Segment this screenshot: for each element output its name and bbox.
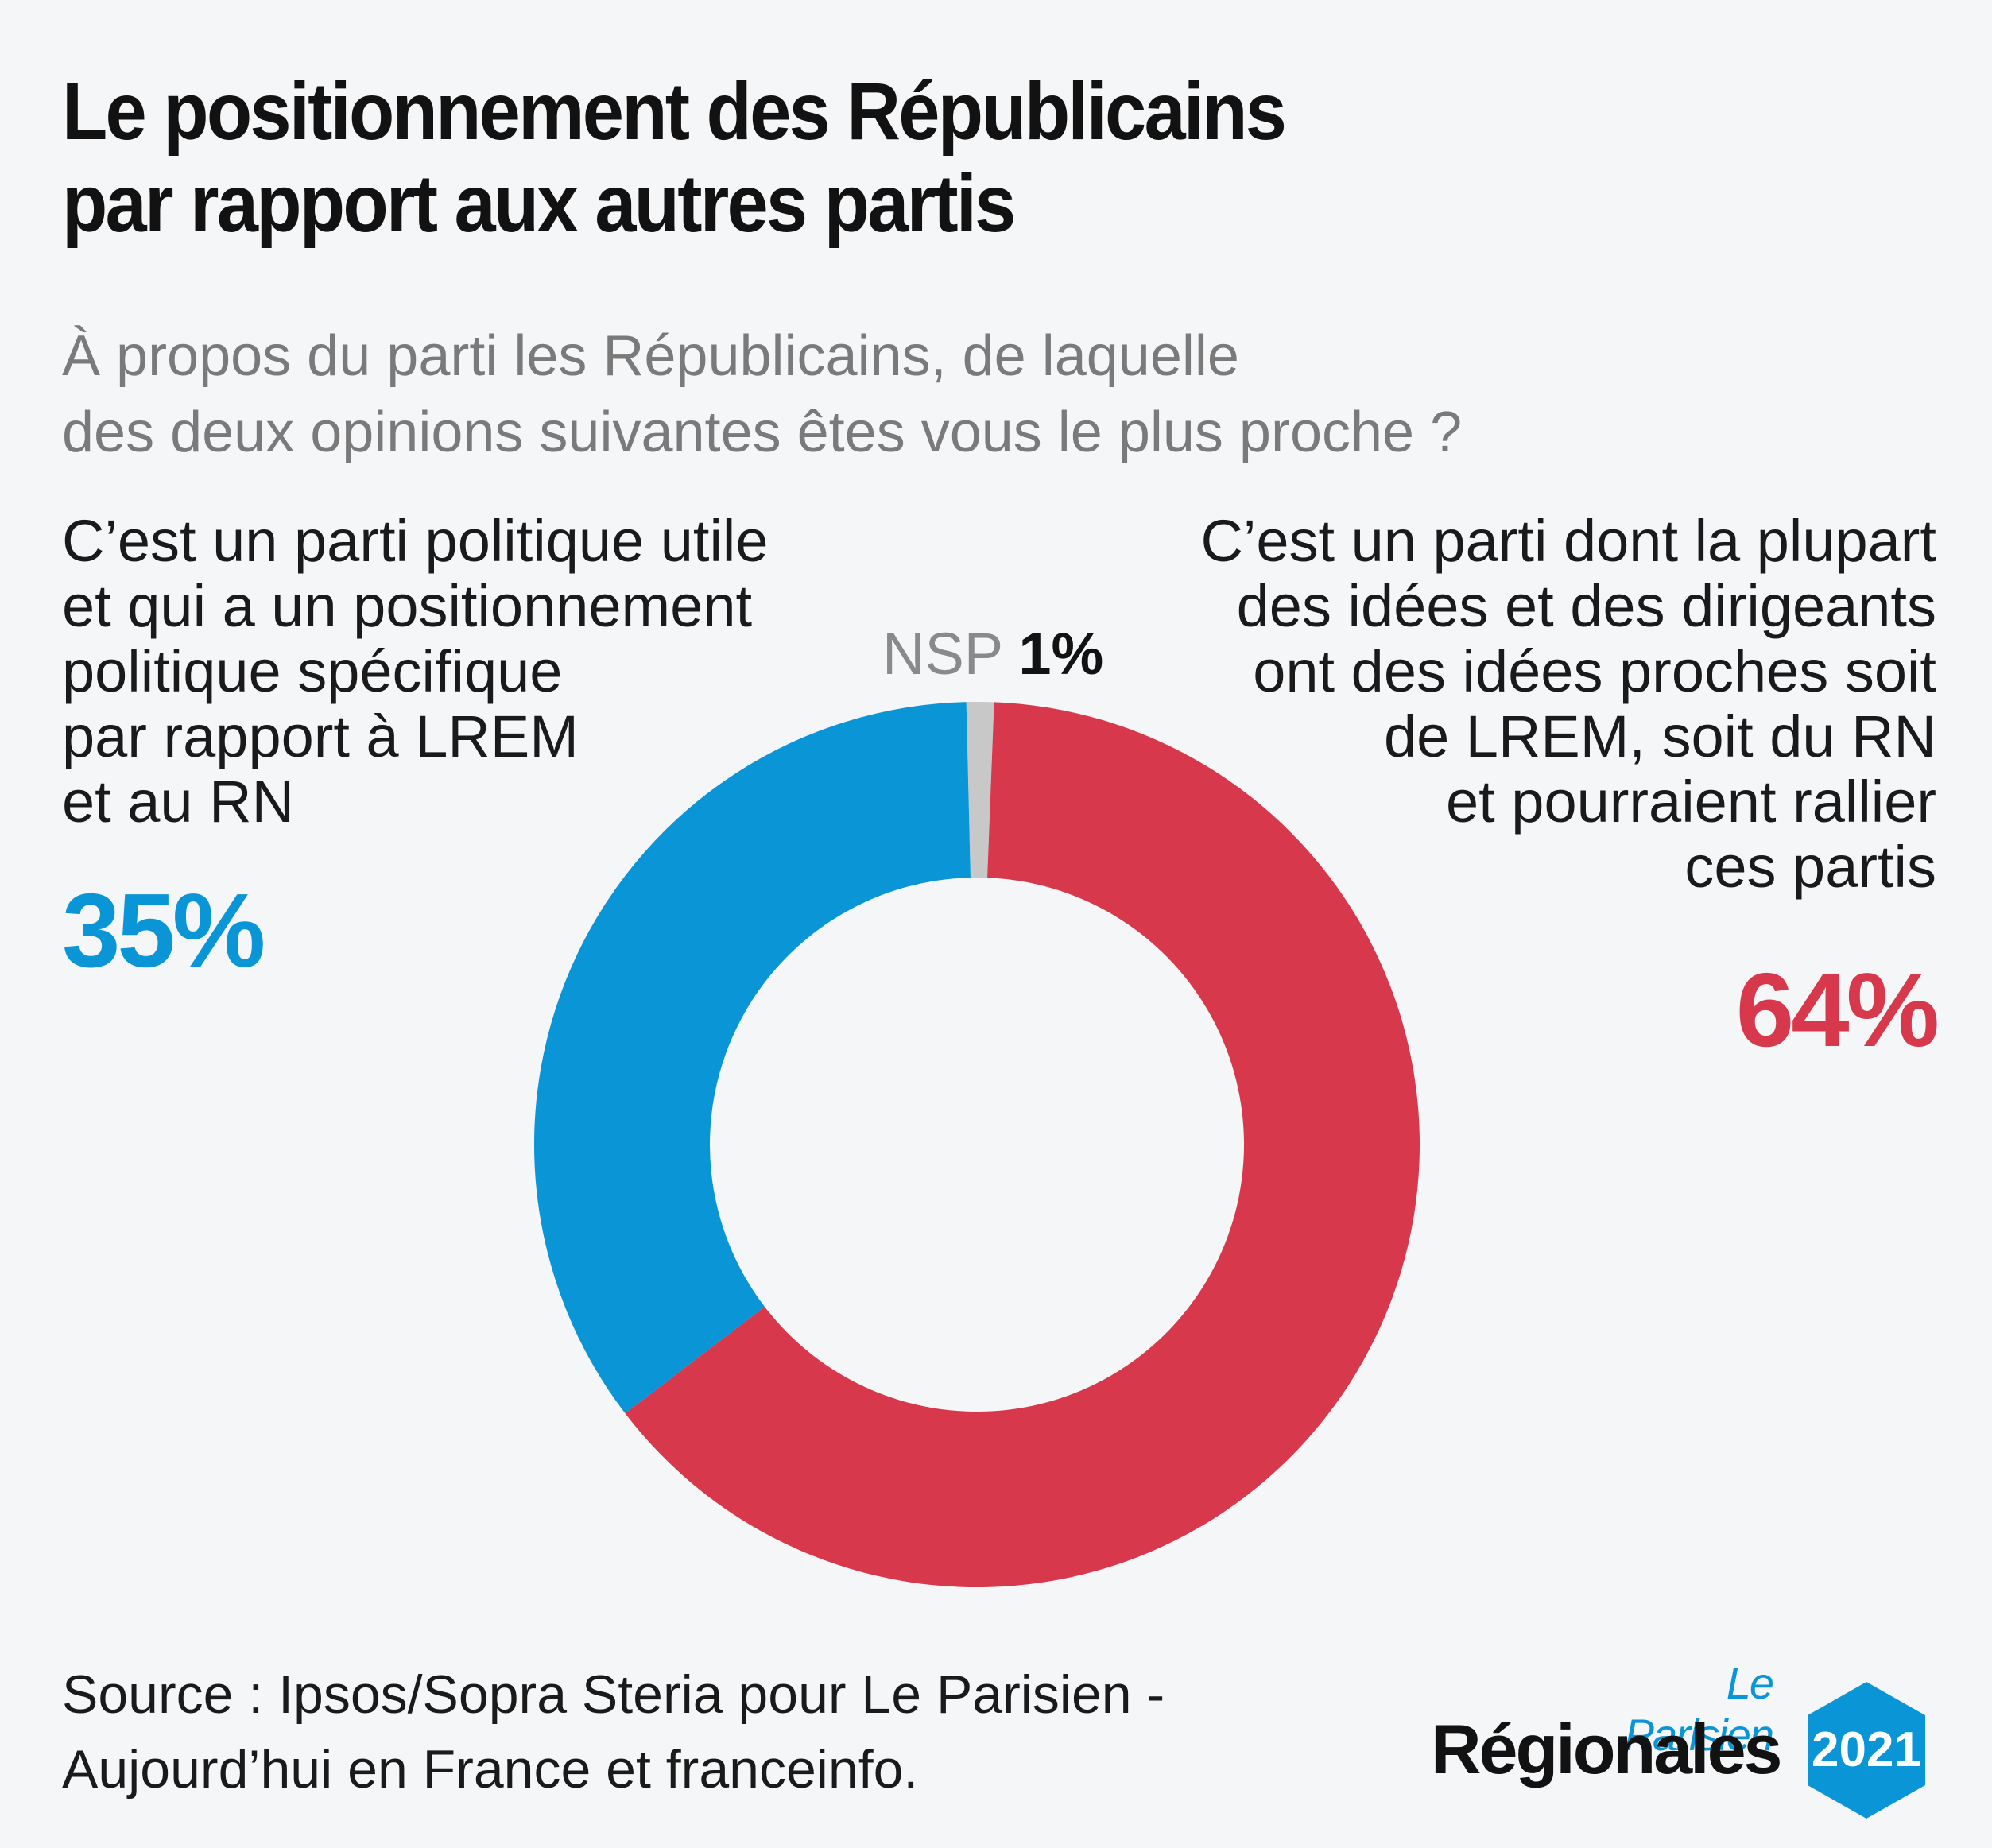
left-percentage: 35% <box>62 872 265 989</box>
source-note: Source : Ipsos/Sopra Steria pour Le Pari… <box>62 1657 1334 1807</box>
le-parisien-logo: Le Parisien <box>1624 1658 1774 1760</box>
left-label-line-3: politique spécifique <box>62 638 563 704</box>
right-label-line-2: des idées et des dirigeants <box>1236 573 1936 639</box>
nsp-text: NSP <box>882 621 1002 687</box>
left-label-line-1: C’est un parti politique utile <box>62 508 769 574</box>
left-label-line-4: par rapport à LREM <box>62 703 579 769</box>
slice-rallier <box>625 702 1420 1587</box>
chart-subtitle: À propos du parti les Républicains, de l… <box>62 318 1652 471</box>
badge-year: 2021 <box>1812 1722 1921 1777</box>
title-line-1: Le positionnement des Républicains <box>62 66 1287 157</box>
slice-utile <box>534 702 971 1414</box>
right-label-line-1: C’est un parti dont la plupart <box>1200 508 1936 574</box>
source-line-2: Aujourd’hui en France et franceinfo. <box>62 1739 919 1800</box>
right-label-line-3: ont des idées proches soit <box>1253 638 1936 704</box>
left-label-line-5: et au RN <box>62 769 295 835</box>
year-hexagon-badge: 2021 <box>1808 1682 1925 1819</box>
source-line-1: Source : Ipsos/Sopra Steria pour Le Pari… <box>62 1664 1165 1725</box>
left-answer-label: C’est un parti politique utile et qui a … <box>62 509 936 835</box>
right-percentage: 64% <box>1735 951 1940 1068</box>
title-line-2: par rapport aux autres partis <box>62 158 1016 249</box>
right-label-line-5: et pourraient rallier <box>1446 769 1936 835</box>
chart-title: Le positionnement des Républicains par r… <box>62 65 1744 250</box>
subtitle-line-1: À propos du parti les Républicains, de l… <box>62 324 1239 388</box>
slice-nsp <box>966 702 994 878</box>
regionales-logo: Régionales <box>1431 1710 1782 1788</box>
nsp-percentage: 1% <box>1018 621 1104 687</box>
subtitle-line-2: des deux opinions suivantes êtes vous le… <box>62 401 1463 464</box>
hexagon-shape <box>1808 1682 1925 1819</box>
right-label-line-6: ces partis <box>1684 834 1936 900</box>
right-label-line-4: de LREM, soit du RN <box>1383 703 1936 769</box>
nsp-label: NSP 1% <box>882 620 1103 688</box>
left-label-line-2: et qui a un positionnement <box>62 573 753 639</box>
right-answer-label: C’est un parti dont la plupart des idées… <box>1062 509 1936 900</box>
